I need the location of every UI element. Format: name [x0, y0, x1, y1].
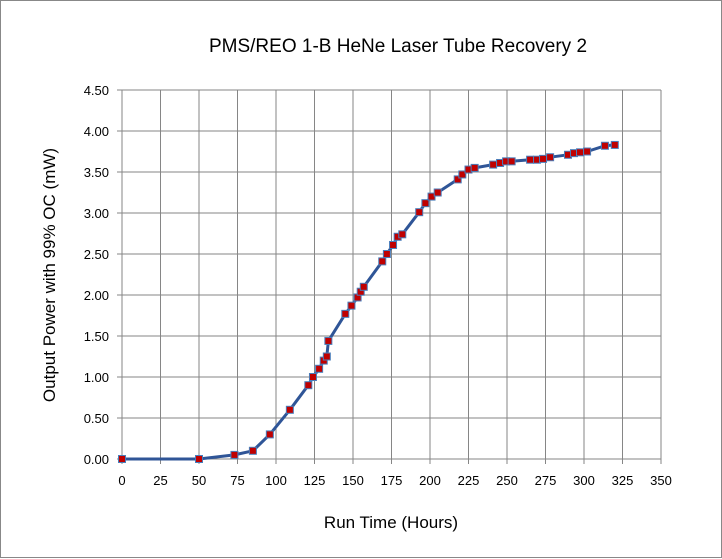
data-point	[308, 373, 317, 381]
data-point	[324, 336, 333, 345]
y-tick-label: 2.50	[84, 247, 109, 262]
y-tick-label: 1.00	[84, 370, 109, 385]
y-tick-label: 3.00	[84, 206, 109, 221]
data-point	[526, 155, 535, 164]
x-tick-label: 250	[496, 473, 518, 488]
x-tick-label: 100	[265, 473, 287, 488]
data-point	[458, 170, 467, 179]
data-point	[546, 153, 555, 162]
data-point	[433, 188, 442, 197]
x-tick-label: 275	[535, 473, 557, 488]
data-point	[378, 257, 387, 266]
y-tick-label: 0.00	[84, 452, 109, 467]
y-tick-label: 4.00	[84, 124, 109, 139]
y-tick-label: 4.50	[84, 83, 109, 98]
data-point	[304, 381, 313, 390]
data-point	[600, 141, 609, 150]
data-point	[248, 446, 257, 455]
data-point	[427, 192, 436, 201]
data-point	[421, 199, 430, 208]
data-point	[610, 140, 619, 149]
data-point	[382, 250, 391, 258]
data-point	[489, 160, 498, 169]
y-tick-label: 1.50	[84, 329, 109, 344]
data-point	[265, 430, 274, 439]
x-tick-label: 350	[650, 473, 672, 488]
x-axis-label: Run Time (Hours)	[324, 513, 458, 532]
y-tick-label: 0.50	[84, 411, 109, 426]
data-point	[507, 157, 516, 166]
data-point	[359, 282, 368, 291]
data-point	[389, 240, 398, 249]
grid	[117, 89, 662, 464]
x-tick-label: 225	[458, 473, 480, 488]
y-axis-label: Output Power with 99% OC (mW)	[40, 148, 59, 402]
chart-title: PMS/REO 1-B HeNe Laser Tube Recovery 2	[209, 36, 587, 57]
tick-labels: 0 25 50 75 100 125 150 175 200 225 250 275 300 325 350…	[84, 83, 672, 488]
x-tick-label: 25	[153, 473, 167, 488]
data-point	[575, 148, 584, 157]
x-tick-label: 0	[118, 473, 125, 488]
x-tick-label: 200	[419, 473, 441, 488]
data-point	[347, 301, 356, 310]
series-line	[122, 143, 615, 461]
x-tick-label: 325	[612, 473, 634, 488]
y-tick-label: 2.00	[84, 288, 109, 303]
y-tick-label: 3.50	[84, 165, 109, 180]
x-tick-label: 50	[192, 473, 206, 488]
data-point	[341, 309, 350, 318]
data-point	[322, 352, 331, 361]
data-point	[539, 154, 548, 163]
data-point	[118, 455, 126, 463]
data-point	[230, 450, 239, 459]
data-point	[583, 147, 592, 156]
x-tick-label: 150	[342, 473, 364, 488]
data-point	[315, 364, 324, 373]
data-point	[285, 405, 294, 414]
data-point	[398, 230, 407, 239]
x-tick-label: 75	[230, 473, 244, 488]
x-tick-label: 175	[381, 473, 403, 488]
data-point	[195, 455, 203, 463]
x-tick-label: 125	[304, 473, 326, 488]
data-point	[470, 163, 479, 172]
x-tick-label: 300	[573, 473, 595, 488]
data-point	[415, 208, 424, 217]
data-point	[453, 175, 462, 184]
plot-series	[118, 140, 619, 463]
